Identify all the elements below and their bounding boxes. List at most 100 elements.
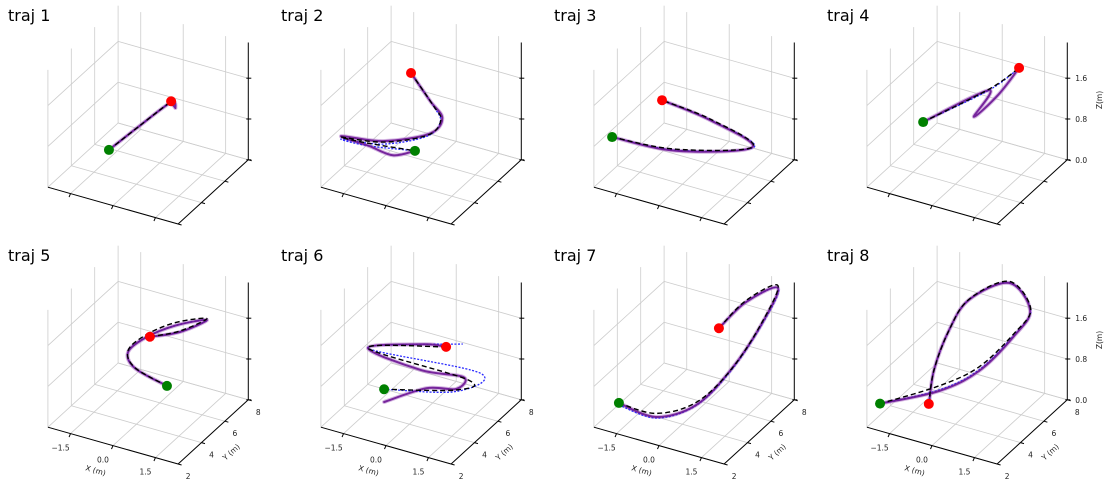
gridline [391,321,522,360]
y-tick-label: 6 [505,429,510,438]
y-tick [177,223,182,226]
gridline [937,122,1068,161]
reference-trajectory [367,344,476,392]
z-tick-label: 0.8 [1075,355,1087,364]
y-tick [201,202,206,205]
z-axis-label: Z(m) [1095,331,1104,349]
subplot-title: traj 2 [281,6,323,25]
end-marker [1014,62,1025,73]
y-tick-label: 8 [802,408,807,417]
x-tick [657,205,660,210]
y-tick [770,180,775,183]
z-tick-label: 0.0 [1075,396,1087,405]
gridline [866,122,938,188]
x-tick [384,445,387,450]
end-marker [657,95,668,106]
gridline [593,81,665,147]
y-tick-label: 2 [1005,472,1010,481]
x-tick [426,217,429,222]
gridline [118,321,249,360]
subplot-4: 0.0 0.8 1.6 Z(m) traj 4 [827,5,1104,226]
y-tick-label: 2 [186,472,191,481]
x-tick [68,433,72,438]
y-tick [224,180,229,183]
gridline [931,381,1003,446]
x-tick [426,457,429,462]
x-tick [68,193,72,198]
y-tick [723,223,728,226]
x-tick-label: 1.5 [139,468,151,477]
x-tick-label: 0.0 [97,456,109,465]
gridline [937,362,1068,401]
gridline [913,144,1044,182]
gridline [889,129,961,194]
y-tick [474,442,479,445]
x-tick [887,433,891,438]
y-tick [450,463,455,466]
start-marker [161,380,172,391]
gridline [391,41,522,79]
y-tick-label: 8 [1075,408,1080,417]
gridline [701,153,772,218]
gridline [593,122,665,188]
subplot-title: traj 4 [827,6,869,25]
x-tick [384,205,387,210]
start-marker [875,398,886,409]
gridline [94,384,225,422]
y-tick [1043,180,1048,183]
y-tick [723,463,728,466]
gridline [320,41,392,106]
subplot-title: traj 8 [827,246,869,265]
y-axis-line [996,159,1068,225]
executed-trajectory [922,66,1021,123]
x-tick [341,193,345,198]
gridline [47,321,119,387]
y-tick [224,420,229,423]
x-tick [972,457,975,462]
y-tick [747,202,752,205]
gridline [866,281,938,346]
gridline [593,41,665,106]
executed-trajectory-spread [125,317,209,388]
gridline [701,393,772,458]
x-axis-label: X (m) [904,463,926,477]
gridline [118,122,249,161]
x-tick-label: −1.5 [597,444,615,453]
gridline [937,81,1068,120]
x-tick [887,193,891,198]
gridline [367,384,498,422]
gridline [118,81,249,120]
gridline [664,321,795,360]
x-axis-label: X (m) [85,463,107,477]
gridline [658,381,730,446]
planned-trajectory [922,67,1020,123]
gridline [974,153,1045,218]
subplot-title: traj 7 [554,246,596,265]
start-marker [409,145,420,156]
x-axis-label: X (m) [358,463,380,477]
gridline [112,381,184,446]
subplot-5: −1.5 0.0 1.5 2 4 6 8 X (m) Y (m) traj 5 [8,245,261,481]
gridline [94,144,225,182]
subplot-1: traj 1 [8,5,252,226]
gridline [616,369,688,434]
x-tick [699,457,702,462]
start-marker [103,144,114,155]
gridline [118,41,249,79]
gridline [344,165,475,203]
gridline [640,384,771,422]
x-tick-label: −1.5 [324,444,342,453]
gridline [320,281,392,346]
x-tick-label: 0.0 [643,456,655,465]
x-tick-label: −1.5 [51,444,69,453]
x-tick [111,445,114,450]
z-tick-label: 0.8 [1075,115,1087,124]
subplot-2: traj 2 [281,5,525,226]
gridline [343,369,415,434]
y-tick [1043,420,1048,423]
y-axis-line [450,399,522,465]
subplot-8: −1.5 0.0 1.5 2 4 6 8 0.0 0.8 1.6 X (m) Y (m) Z(m) tra… [827,245,1104,481]
x-tick [153,457,156,462]
y-tick-label: 4 [209,451,214,460]
